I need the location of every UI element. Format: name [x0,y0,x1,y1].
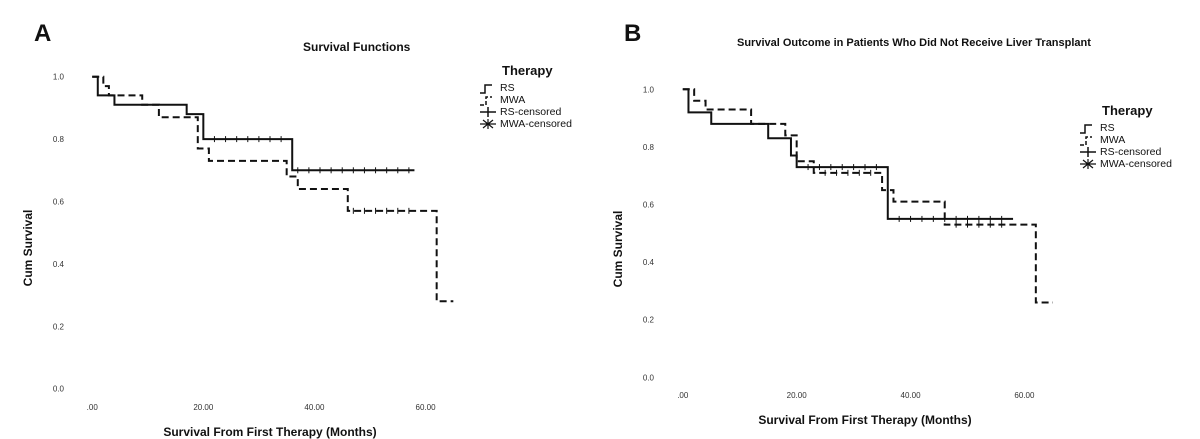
legend-item-rs-censored: RS-censored [1078,146,1172,158]
y-tick-label: 0.6 [643,201,655,210]
y-tick-label: 0.8 [53,135,65,144]
panel-letter: A [34,20,52,47]
legend-item-mwa: MWA [1078,134,1172,146]
y-tick-label: 1.0 [53,73,65,82]
legend-title: Therapy [1102,103,1153,118]
series-line-rs [92,75,415,172]
y-tick-label: 0.8 [643,143,655,152]
x-tick-label: 20.00 [787,391,808,400]
legend-item-mwa-censored: MWA-censored [478,118,572,130]
legend-title: Therapy [502,63,553,78]
y-tick-label: 0.0 [53,385,65,394]
legend-label: RS-censored [500,106,562,118]
legend-label: MWA [1100,134,1126,146]
chart-title: Survival Outcome in Patients Who Did Not… [737,37,1091,49]
legend-swatch-rs-censored [1080,147,1096,157]
legend-swatch-rs [1080,124,1092,134]
x-axis-label: Survival From First Therapy (Months) [163,425,376,439]
x-axis-label: Survival From First Therapy (Months) [758,413,971,427]
series-line-mwa [682,88,1053,304]
legend-item-rs: RS [478,82,572,94]
legend-label: RS [1100,122,1115,134]
x-tick-label: 20.00 [193,403,214,412]
y-tick-label: 0.4 [53,260,65,269]
y-tick-label: 0.4 [643,258,655,267]
y-tick-label: 0.2 [53,322,65,331]
legend-label: RS-censored [1100,146,1162,158]
y-tick-label: 0.0 [643,373,655,382]
x-tick-label: 60.00 [1014,391,1035,400]
y-axis-label: Cum Survival [21,210,35,287]
legend: Therapy RS MWA RS-censored MWA-censored [1078,103,1172,170]
legend-item-rs-censored: RS-censored [478,106,572,118]
x-tick-label: 40.00 [304,403,325,412]
x-tick-label: .00 [87,403,99,412]
legend-label: MWA-censored [500,118,572,130]
y-tick-label: 1.0 [643,85,655,94]
y-tick-label: 0.6 [53,197,65,206]
chart-panel-b: B Survival Outcome in Patients Who Did N… [600,0,1200,439]
legend-label: MWA-censored [1100,158,1172,170]
y-tick-label: 0.2 [643,316,655,325]
legend-swatch-mwa [480,96,492,106]
y-axis-label: Cum Survival [611,211,625,288]
legend-swatch-rs [480,84,492,94]
legend-swatch-rs-censored [480,107,496,117]
legend-item-rs: RS [1078,122,1172,134]
legend-swatch-mwa [1080,136,1092,146]
plot-area: 0.0 0.2 0.4 0.6 0.8 1.0 .00 20.00 40.00 60.00 Surv… [21,73,454,439]
panel-letter: B [624,20,642,47]
chart-panel-a: A Survival Functions 0.0 0.2 0.4 0.6 0.8 1.0.… [21,20,572,439]
chart-title: Survival Functions [303,40,411,54]
x-tick-label: 60.00 [416,403,437,412]
legend-item-mwa-censored: MWA-censored [1078,158,1172,170]
series-line-rs [682,88,1014,220]
plot-area: 0.0 0.2 0.4 0.6 0.8 1.0 .00 20.00 40.00 60.00 Surv… [611,85,1053,427]
legend: Therapy RS MWA RS-censored MWA-censored [478,63,572,130]
legend-label: RS [500,82,515,94]
legend-swatch-mwa-censored [480,119,496,129]
x-tick-label: .00 [677,391,689,400]
legend-swatch-mwa-censored [1080,159,1096,169]
legend-item-mwa: MWA [478,94,572,106]
series-line-mwa [92,75,454,303]
x-tick-label: 40.00 [901,391,922,400]
legend-label: MWA [500,94,526,106]
